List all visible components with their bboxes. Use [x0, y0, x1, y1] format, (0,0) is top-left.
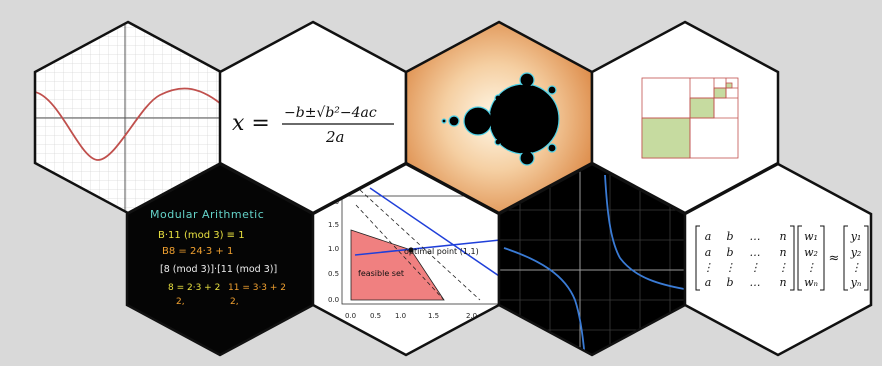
nested-squares-tile — [590, 20, 780, 215]
svg-text:a: a — [705, 246, 712, 259]
svg-text:a: a — [705, 230, 712, 243]
svg-text:w₁: w₁ — [804, 230, 818, 243]
svg-text:…: … — [750, 246, 761, 259]
svg-text:⋮: ⋮ — [703, 261, 714, 274]
svg-text:n: n — [779, 246, 786, 259]
sine-curve — [35, 87, 221, 161]
y-tick: 1.5 — [328, 221, 339, 229]
chalk-line-1: B·11 (mod 3) ≡ 1 — [158, 230, 245, 241]
svg-text:⋮: ⋮ — [851, 261, 862, 274]
x-tick: 1.5 — [428, 312, 439, 320]
svg-text:⋮: ⋮ — [725, 261, 736, 274]
matrix-equation-tile: a b … n a b … n ⋮ ⋮ ⋮ ⋮ a b … n w₁ w₂ ⋮ … — [683, 162, 873, 357]
svg-text:…: … — [750, 276, 761, 289]
svg-text:…: … — [750, 230, 761, 243]
mandelbrot-tile — [404, 20, 594, 215]
linear-programming-tile: optimal point (1,1) feasible set 0.0 0.5… — [311, 162, 501, 357]
y-tick: 0.5 — [328, 270, 339, 278]
svg-text:n: n — [779, 276, 786, 289]
y-tick: 0.0 — [328, 296, 339, 304]
formula-lhs: x = — [232, 111, 270, 136]
svg-text:n: n — [779, 230, 786, 243]
svg-text:w₂: w₂ — [804, 246, 818, 259]
svg-text:⋮: ⋮ — [750, 261, 761, 274]
svg-text:a: a — [705, 276, 712, 289]
chalk-sub-b: 2, — [230, 297, 239, 307]
optimal-point — [408, 247, 414, 253]
chalk-line-3: [8 (mod 3)]·[11 (mod 3)] — [160, 264, 277, 275]
hyperbola-right-branch — [604, 174, 685, 291]
chalk-line-4a: 8 = 2·3 + 2 — [168, 283, 220, 293]
svg-text:b: b — [726, 246, 733, 259]
chalk-line-2: B8 = 24·3 + 1 — [162, 246, 233, 257]
svg-text:y₁: y₁ — [850, 230, 862, 243]
chalk-title: Modular Arithmetic — [150, 208, 264, 221]
formula-denominator: 2a — [325, 128, 345, 146]
svg-text:wₙ: wₙ — [804, 276, 818, 289]
chalk-line-4b: 11 = 3·3 + 2 — [228, 283, 286, 293]
svg-text:b: b — [726, 230, 733, 243]
svg-text:⋮: ⋮ — [806, 261, 817, 274]
chalk-sub-a: 2, — [176, 297, 185, 307]
y-tick: 1.0 — [328, 245, 339, 253]
approx-sign: ≈ — [829, 251, 840, 266]
svg-text:⋮: ⋮ — [778, 261, 789, 274]
svg-text:y₂: y₂ — [850, 246, 862, 259]
svg-text:b: b — [726, 276, 733, 289]
x-tick: 0.0 — [345, 312, 356, 320]
geometric-series-squares — [641, 77, 739, 159]
x-tick: 1.0 — [395, 312, 406, 320]
formula-numerator: −b±√b²−4ac — [284, 105, 377, 121]
svg-text:yₙ: yₙ — [850, 276, 862, 289]
hyperbola-left-branch — [503, 247, 586, 355]
x-tick: 0.5 — [370, 312, 381, 320]
feasible-set-label: feasible set — [358, 269, 404, 278]
mandelbrot-set — [441, 72, 560, 166]
x-tick: 2.0 — [466, 312, 477, 320]
optimal-point-label: optimal point (1,1) — [404, 247, 479, 256]
quadratic-formula-tile: x = −b±√b²−4ac 2a — [218, 20, 408, 215]
